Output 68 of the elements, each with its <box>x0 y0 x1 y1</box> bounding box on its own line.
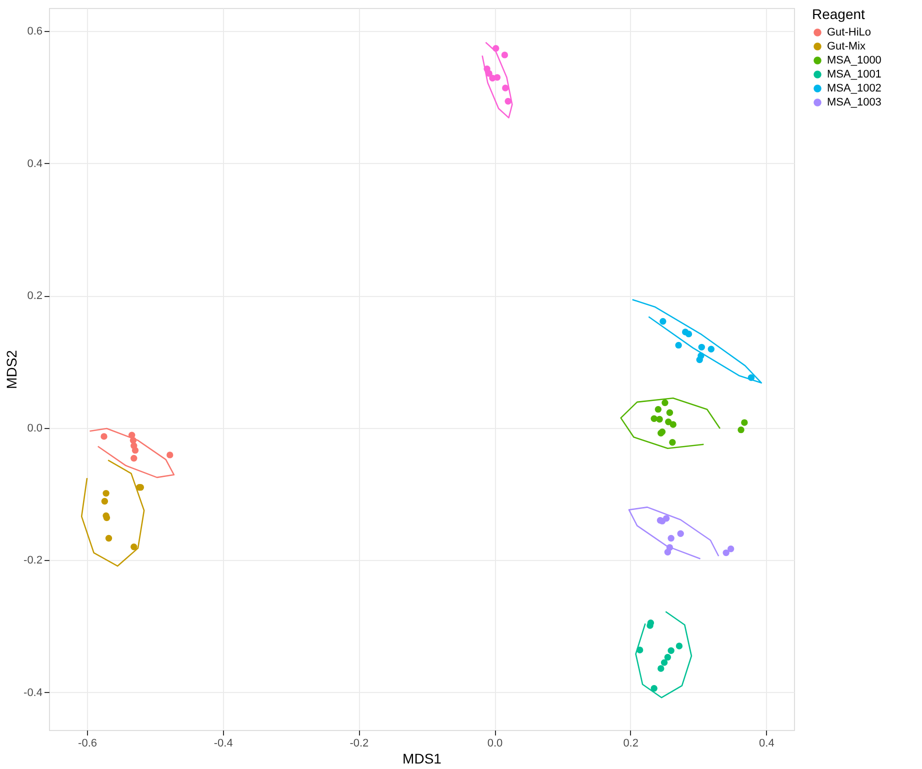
point <box>646 622 654 629</box>
line-series <box>620 397 721 449</box>
legend-label: Gut-HiLo <box>827 26 872 38</box>
point <box>502 84 509 92</box>
line-series <box>628 506 720 560</box>
point <box>650 415 658 422</box>
legend-label: Gut-Mix <box>827 40 866 52</box>
point <box>662 515 670 522</box>
point <box>654 406 662 413</box>
point <box>676 642 683 650</box>
legend-label: MSA_1000 <box>827 54 882 66</box>
y-tick-label: -0.4 <box>24 686 42 699</box>
x-axis-title: MDS1 <box>402 750 442 766</box>
legend-label: MSA_1003 <box>827 96 882 108</box>
point <box>100 433 108 440</box>
legend-title: Reagent <box>812 6 866 22</box>
point <box>698 344 705 351</box>
point <box>727 545 734 552</box>
y-tick-label: 0.4 <box>27 158 42 170</box>
line-series <box>89 428 175 478</box>
point <box>675 342 682 349</box>
point <box>685 330 692 338</box>
point <box>708 346 714 353</box>
legend-label: MSA_1002 <box>827 82 882 94</box>
point <box>656 416 663 423</box>
line-series <box>632 298 762 384</box>
point <box>504 98 512 105</box>
x-tick-label: 0.2 <box>623 738 638 750</box>
point <box>166 452 174 458</box>
line-series <box>80 460 145 567</box>
y-tick-label: 0.2 <box>27 290 42 302</box>
point <box>650 685 658 692</box>
line-series <box>482 42 513 118</box>
x-tick-label: -0.4 <box>214 738 233 750</box>
point <box>501 52 508 58</box>
x-tick-label: 0.0 <box>487 738 503 750</box>
point <box>494 74 501 81</box>
point <box>741 419 748 426</box>
point <box>658 665 664 672</box>
point <box>101 498 108 505</box>
point <box>668 534 674 542</box>
point <box>664 548 672 556</box>
point <box>696 356 703 364</box>
point <box>677 530 684 537</box>
point <box>668 647 674 654</box>
point <box>738 426 744 434</box>
legend-label: MSA_1001 <box>827 68 882 80</box>
line-series <box>635 611 692 698</box>
y-tick-label: 0.6 <box>27 26 42 38</box>
point <box>669 439 676 446</box>
point <box>660 659 668 666</box>
point <box>666 409 674 416</box>
y-axis-title: MDS2 <box>4 350 20 389</box>
point <box>105 534 112 542</box>
y-tick-label: -0.2 <box>24 554 42 567</box>
x-tick-label: 0.4 <box>759 738 774 750</box>
point <box>132 446 139 454</box>
point <box>102 490 110 497</box>
point <box>130 544 138 550</box>
y-tick-label: 0.0 <box>27 422 42 434</box>
point <box>664 654 672 661</box>
point <box>130 454 138 462</box>
x-tick-label: -0.6 <box>78 738 98 750</box>
point <box>722 549 730 556</box>
x-tick-label: -0.2 <box>350 738 369 750</box>
point <box>670 421 676 428</box>
point <box>660 318 666 325</box>
point <box>662 399 668 406</box>
